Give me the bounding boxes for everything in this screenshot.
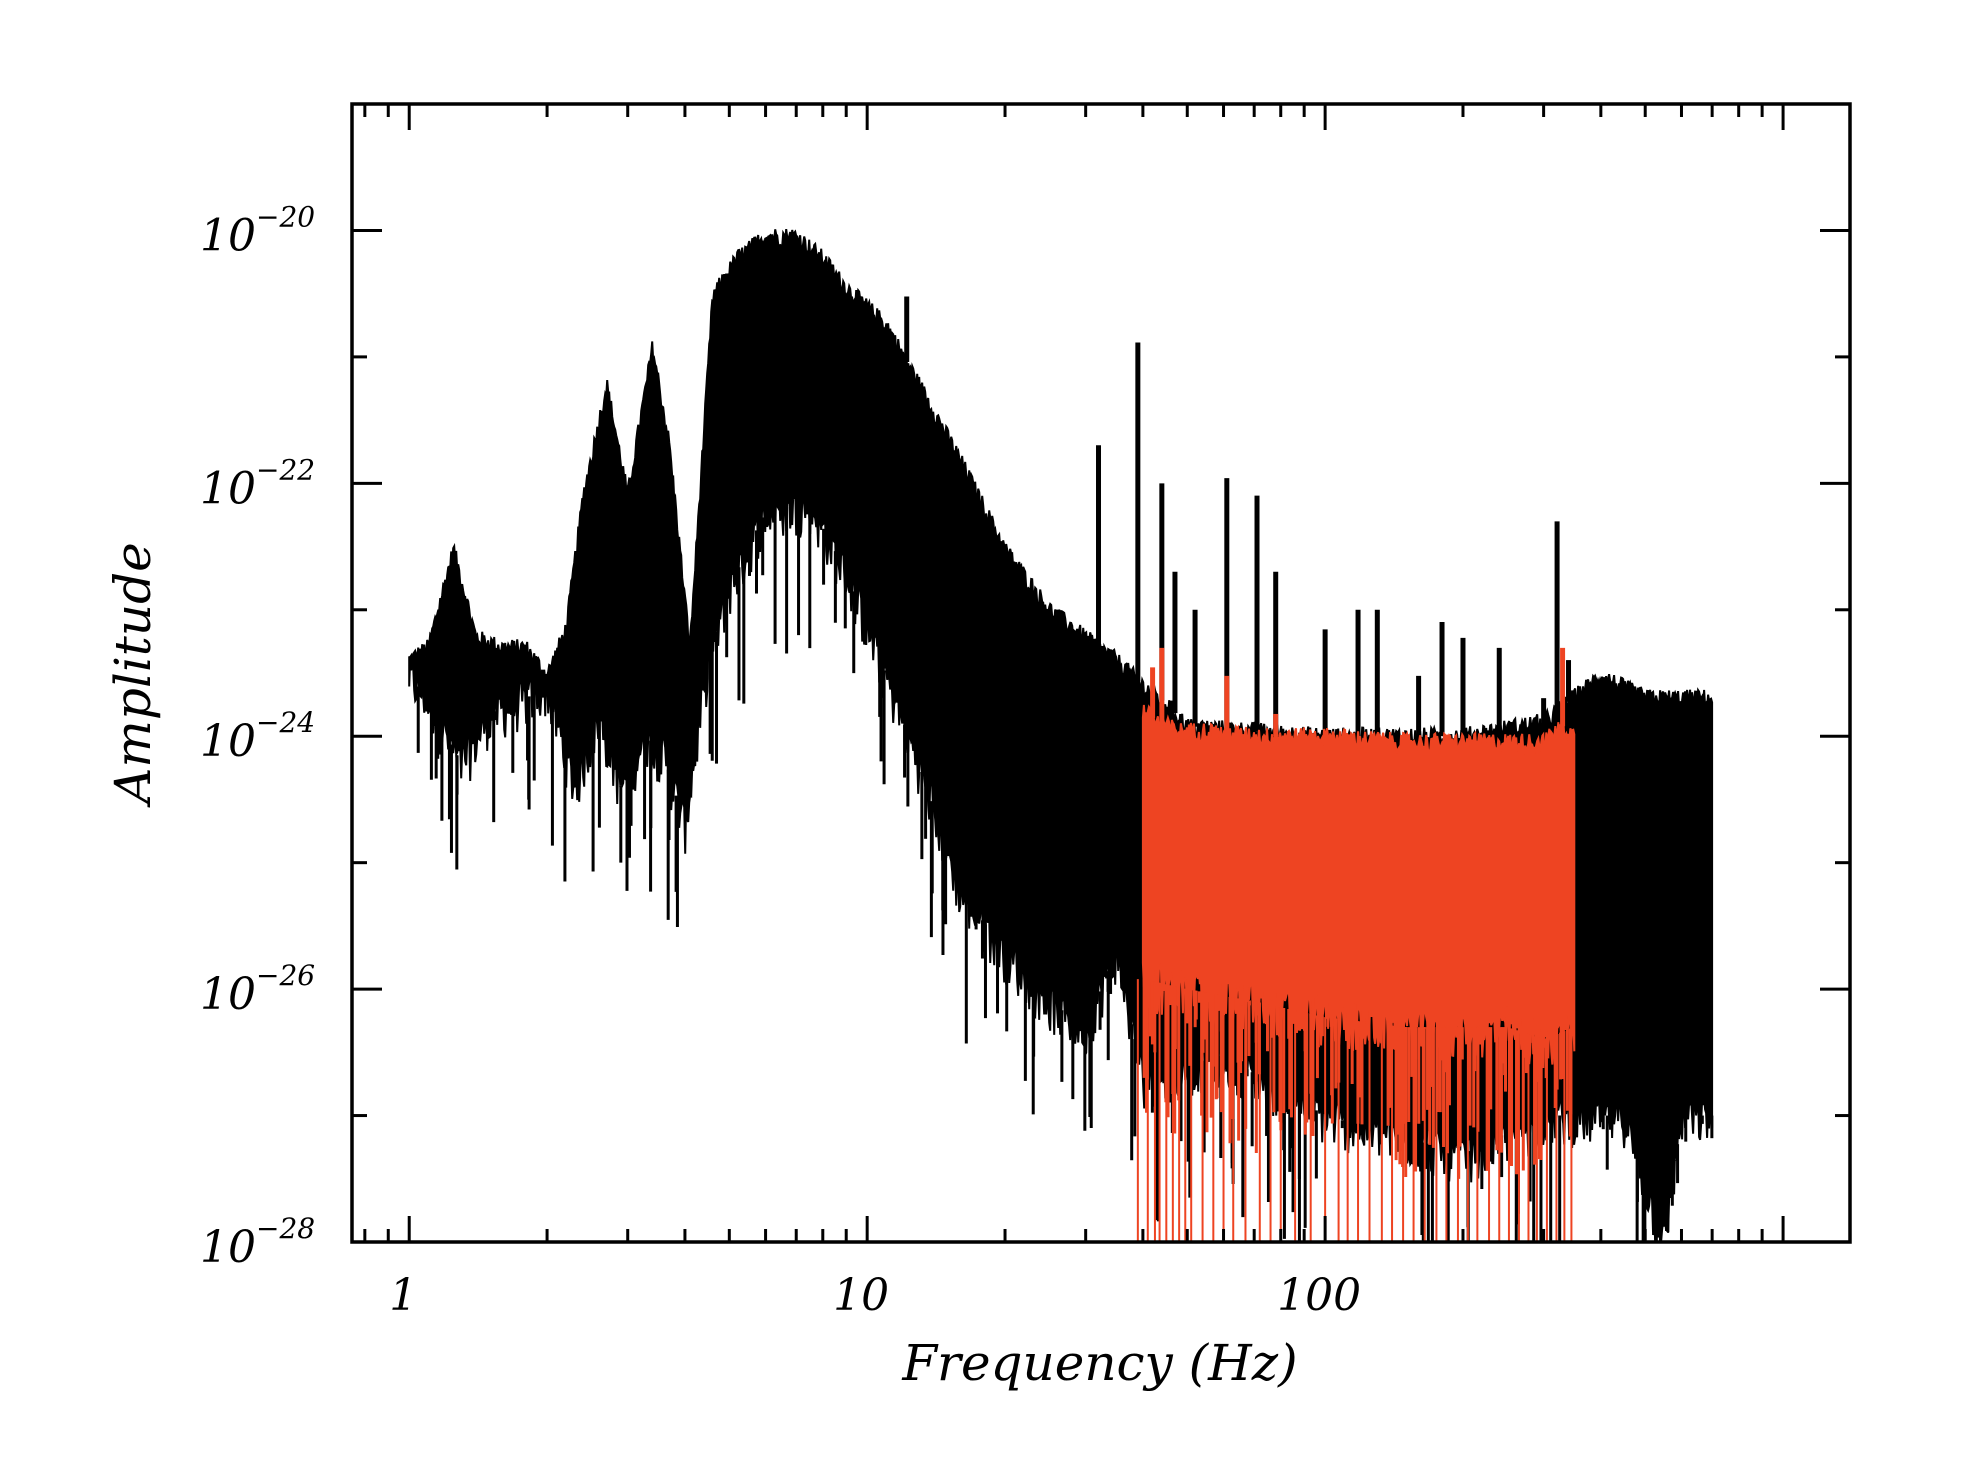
x-axis-title: Frequency (Hz) xyxy=(901,1334,1297,1392)
x-tick-label: 1 xyxy=(389,1270,417,1321)
y-tick-exponent: −28 xyxy=(256,1212,315,1245)
series-2 xyxy=(1136,647,1576,1242)
x-tick-label: 10 xyxy=(833,1270,889,1321)
series-layer xyxy=(408,228,1714,1243)
y-tick-label: 10 xyxy=(200,463,256,514)
tick-layer xyxy=(352,102,1850,1244)
x-tick-label: 100 xyxy=(1277,1270,1361,1321)
y-tick-exponent: −24 xyxy=(256,706,315,739)
y-tick-label: 10 xyxy=(200,969,256,1020)
y-tick-label: 10 xyxy=(200,716,256,767)
y-tick-exponent: −26 xyxy=(256,959,315,992)
y-tick-exponent: −20 xyxy=(256,200,315,233)
plot-frame xyxy=(350,102,1852,1244)
y-tick-label: 10 xyxy=(200,210,256,261)
series-envelope xyxy=(1141,704,1576,1069)
y-axis-title: Amplitude xyxy=(104,542,162,807)
y-tick-exponent: −22 xyxy=(256,453,315,486)
y-tick-label: 10 xyxy=(200,1222,256,1273)
